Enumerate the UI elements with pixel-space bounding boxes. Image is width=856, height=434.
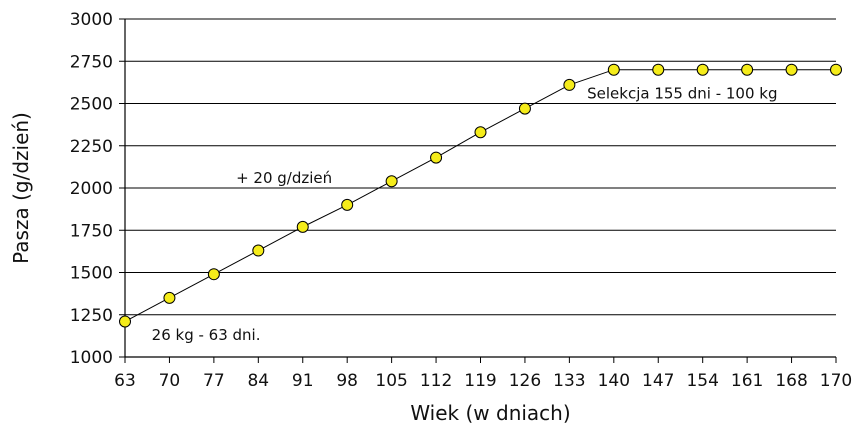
- x-tick-label-105: 105: [375, 371, 407, 391]
- x-tick-label-126: 126: [509, 371, 541, 391]
- data-point-170: [830, 63, 842, 76]
- annotation-layer: 26 kg - 63 dni. + 20 g/dzień Selekcja 155 …: [152, 84, 778, 344]
- x-tick-label-154: 154: [686, 371, 718, 391]
- x-tick-label-91: 91: [292, 371, 314, 391]
- data-point-161: [741, 63, 754, 76]
- x-tick-label-77: 77: [203, 371, 225, 391]
- x-tick-label-112: 112: [420, 371, 452, 391]
- data-point-63: [119, 315, 131, 328]
- data-point-70: [163, 291, 176, 304]
- data-point-84: [252, 244, 265, 257]
- y-tick-label-1250: 1250: [70, 306, 113, 326]
- annotation-0: 26 kg - 63 dni.: [152, 326, 261, 344]
- annotation-1: + 20 g/dzień: [236, 169, 332, 187]
- data-point-126: [518, 102, 531, 115]
- x-tick-label-147: 147: [642, 371, 674, 391]
- y-axis-title: Pasza (g/dzień): [9, 112, 33, 264]
- y-tick-label-1000: 1000: [70, 348, 113, 368]
- x-tick-label-98: 98: [336, 371, 358, 391]
- data-point-105: [385, 175, 398, 188]
- data-point-140: [607, 63, 620, 76]
- annotation-2: Selekcja 155 dni - 100 kg: [587, 84, 777, 102]
- data-point-133: [563, 78, 576, 91]
- y-tick-label-1500: 1500: [70, 264, 113, 284]
- data-point-168: [785, 63, 798, 76]
- y-tick-label-3000: 3000: [70, 10, 113, 30]
- x-tick-label-161: 161: [731, 371, 763, 391]
- x-axis-title: Wiek (w dniach): [410, 401, 570, 425]
- y-tick-label-2250: 2250: [70, 137, 113, 157]
- y-tick-labels: 1000 1250 1500 1750 2000 2250 2500 2750 3000: [70, 10, 113, 368]
- x-tick-label-133: 133: [553, 371, 585, 391]
- x-tick-label-170: 170: [820, 371, 852, 391]
- data-point-98: [341, 198, 354, 211]
- x-tick-label-70: 70: [159, 371, 181, 391]
- y-tick-label-1750: 1750: [70, 221, 113, 241]
- y-tick-label-2500: 2500: [70, 95, 113, 115]
- x-tick-label-84: 84: [247, 371, 269, 391]
- x-tick-label-119: 119: [464, 371, 496, 391]
- series-layer: [119, 63, 842, 328]
- data-point-119: [474, 126, 487, 139]
- x-tick-label-140: 140: [598, 371, 630, 391]
- x-tick-labels: 63 70 77 84 91 98 105 112 119 126 133 140 147 154 161 1…: [114, 371, 852, 391]
- data-point-112: [430, 151, 443, 164]
- y-tick-label-2750: 2750: [70, 52, 113, 72]
- axes: [119, 18, 837, 363]
- data-point-154: [696, 63, 709, 76]
- series-line-0: [124, 69, 836, 322]
- x-tick-label-168: 168: [775, 371, 807, 391]
- data-point-147: [652, 63, 665, 76]
- y-tick-label-2000: 2000: [70, 179, 113, 199]
- data-point-91: [296, 220, 309, 233]
- data-point-77: [207, 268, 220, 281]
- x-tick-label-63: 63: [114, 371, 136, 391]
- grid-lines: [125, 18, 836, 316]
